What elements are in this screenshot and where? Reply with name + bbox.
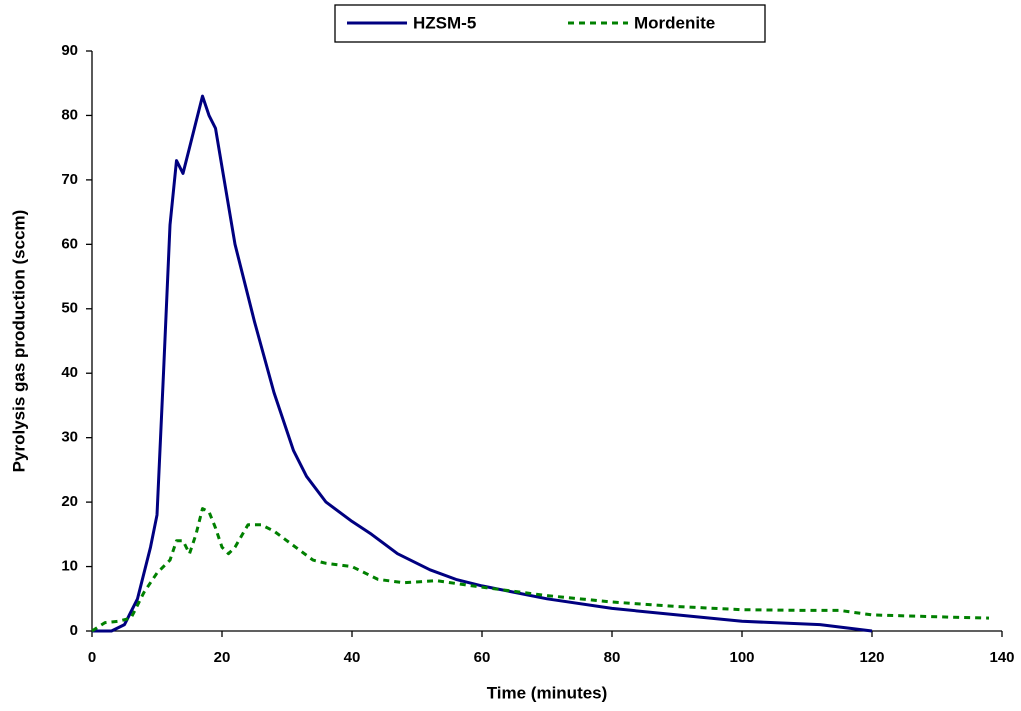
x-tick-label: 60 bbox=[474, 649, 491, 666]
y-tick-label: 40 bbox=[61, 364, 78, 381]
y-tick-label: 70 bbox=[61, 171, 78, 188]
x-tick-label: 0 bbox=[88, 649, 96, 666]
x-axis-title: Time (minutes) bbox=[487, 683, 608, 702]
x-tick-label: 80 bbox=[604, 649, 621, 666]
y-tick-label: 20 bbox=[61, 493, 78, 510]
series-line bbox=[91, 507, 990, 633]
y-tick-label: 60 bbox=[61, 235, 78, 252]
x-tick-label: 140 bbox=[989, 649, 1014, 666]
series-line bbox=[92, 94, 873, 633]
x-tick-label: 20 bbox=[214, 649, 231, 666]
x-tick-label: 40 bbox=[344, 649, 361, 666]
x-tick-label: 120 bbox=[859, 649, 884, 666]
y-tick-label: 30 bbox=[61, 429, 78, 446]
y-tick-label: 50 bbox=[61, 300, 78, 317]
y-tick-label: 80 bbox=[61, 106, 78, 123]
y-tick-label: 0 bbox=[70, 622, 78, 639]
legend-text: Mordenite bbox=[634, 13, 715, 32]
y-tick-label: 90 bbox=[61, 42, 78, 59]
x-tick-label: 100 bbox=[729, 649, 754, 666]
y-tick-label: 10 bbox=[61, 558, 78, 575]
legend-text: HZSM-5 bbox=[413, 13, 476, 32]
y-axis-title: Pyrolysis gas production (sccm) bbox=[9, 210, 28, 473]
